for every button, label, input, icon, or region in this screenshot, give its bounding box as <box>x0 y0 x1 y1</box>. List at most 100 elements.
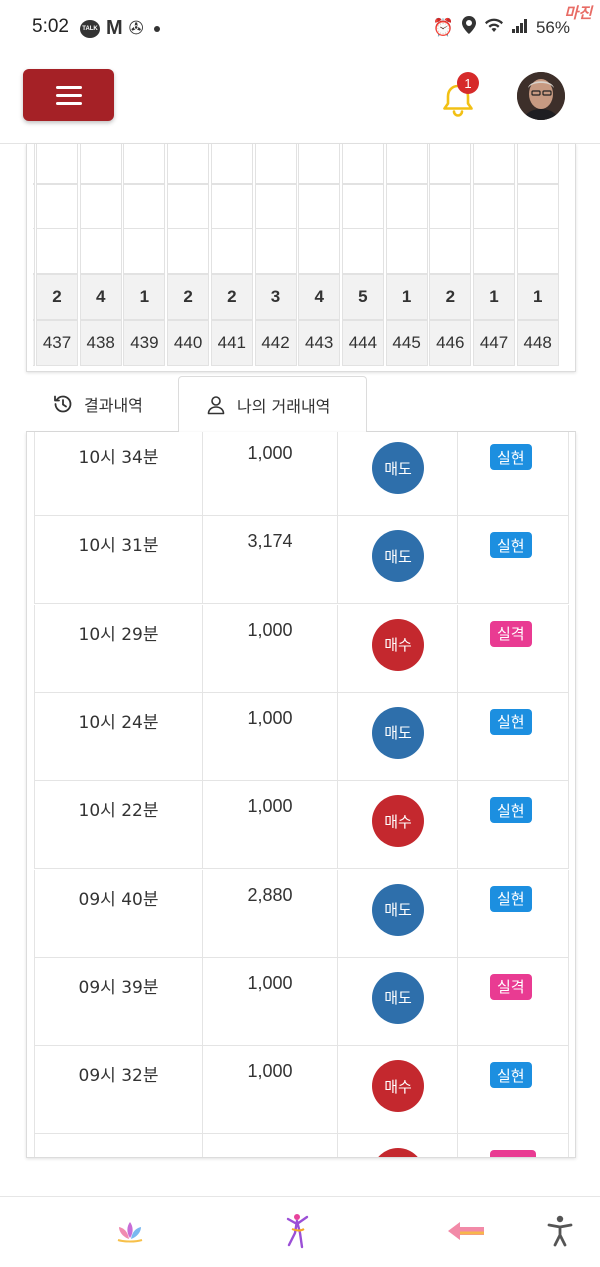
more-notifications-dot <box>153 25 160 32</box>
tab-my-trades-label: 나의 거래내역 <box>237 396 331 416</box>
round-count <box>33 274 35 320</box>
fan-app-icon: ✇ <box>128 18 144 39</box>
round-column: 6 <box>33 144 35 366</box>
round-empty-cell <box>36 184 78 230</box>
round-empty-cell <box>385 228 428 274</box>
round-count: 4 <box>79 274 122 320</box>
round-number: 444 <box>341 320 384 366</box>
trade-side-cell: 매수 <box>338 604 458 693</box>
trade-time: 10시 22분 <box>78 801 159 822</box>
trade-amount-cell: 1,000 <box>203 604 338 693</box>
round-count: 3 <box>254 274 297 320</box>
table-row[interactable]: 10시 29분 1,000 매수 실격 <box>34 604 569 693</box>
round-empty-cell <box>254 184 297 230</box>
round-empty-cell <box>79 184 122 230</box>
table-row[interactable]: 10시 34분 1,000 매도 실현 <box>34 432 569 516</box>
trade-side-cell: 매도 <box>338 432 458 516</box>
round-column: 5 444 <box>341 144 384 366</box>
trade-result-cell: 실현 <box>458 692 569 781</box>
round-count: 2 <box>429 274 472 320</box>
trade-result-cell: 실현 <box>458 1046 569 1135</box>
table-row[interactable]: 09시 32분 1,000 매수 실현 <box>34 1046 569 1135</box>
trade-amount-cell: 1,000 <box>203 692 338 781</box>
trade-amount: 1,000 <box>247 972 293 993</box>
round-empty-cell <box>385 184 428 230</box>
history-icon <box>54 395 72 413</box>
round-empty-cell <box>123 228 166 274</box>
trade-result-badge: 실격 <box>490 973 532 1000</box>
table-row[interactable]: 09시 39분 1,000 매도 실격 <box>34 957 569 1046</box>
trade-time: 10시 24분 <box>78 712 159 733</box>
round-empty-cell <box>429 144 472 184</box>
tab-my-trades[interactable]: 나의 거래내역 <box>178 376 367 433</box>
round-empty-cell <box>167 144 210 184</box>
table-row[interactable]: 10시 24분 1,000 매도 실현 <box>34 692 569 781</box>
round-column: 2 446 <box>429 144 472 366</box>
table-row[interactable]: 10시 22분 1,000 매수 실현 <box>34 781 569 870</box>
trade-side-cell: 매도 <box>338 957 458 1046</box>
round-empty-cell <box>167 184 210 230</box>
round-empty-cell <box>210 228 253 274</box>
trade-time: 10시 29분 <box>78 624 159 645</box>
round-empty-cell <box>341 228 384 274</box>
avatar[interactable] <box>517 72 565 120</box>
hamburger-menu-icon-bar <box>55 101 82 105</box>
lotus-app-icon[interactable] <box>110 1211 150 1251</box>
trade-time-cell <box>34 1134 203 1157</box>
trade-side-badge: 매도 <box>372 530 424 583</box>
round-number: 441 <box>210 320 253 366</box>
round-empty-cell <box>123 144 166 184</box>
trade-amount-cell: 2,880 <box>203 869 338 958</box>
table-row[interactable]: 10시 31분 3,174 매도 실현 <box>34 516 569 605</box>
trade-result-badge: 실현 <box>490 532 532 559</box>
my-trades-table: 10시 34분 1,000 매도 실현 10시 31분 3,174 매도 실현 10시 29분 1… <box>26 432 576 1158</box>
scoreboard-grid: 6243744381439244024413442444354441445244… <box>33 144 571 366</box>
round-empty-cell <box>298 184 341 230</box>
trade-time: 10시 31분 <box>78 536 159 557</box>
round-empty-cell <box>516 228 559 274</box>
round-count: 2 <box>36 274 78 320</box>
wifi-icon <box>484 17 504 38</box>
back-arrow-icon[interactable] <box>446 1211 486 1251</box>
table-row[interactable] <box>34 1134 569 1157</box>
round-number: 437 <box>36 320 78 366</box>
alarm-icon: ⏰ <box>432 17 454 37</box>
trade-result-badge: 실현 <box>490 1062 532 1089</box>
dancer-icon[interactable] <box>277 1211 317 1251</box>
hamburger-menu-icon-bar <box>55 93 82 97</box>
tab-results-history[interactable]: 결과내역 <box>26 376 178 432</box>
trade-result-cell: 실격 <box>458 957 569 1046</box>
trade-result-cell: 실격 <box>458 604 569 693</box>
trade-time-cell: 10시 34분 <box>34 432 203 516</box>
trade-time-cell: 09시 40분 <box>34 869 203 958</box>
location-icon <box>461 16 476 39</box>
round-number: 445 <box>385 320 428 366</box>
trade-time: 09시 39분 <box>78 977 159 998</box>
trade-side-badge: 매수 <box>372 1060 424 1113</box>
round-empty-cell <box>298 144 341 184</box>
accessibility-icon[interactable] <box>540 1211 580 1251</box>
table-row[interactable]: 09시 40분 2,880 매도 실현 <box>34 869 569 958</box>
trade-amount-cell: 3,174 <box>203 516 338 605</box>
round-number: 447 <box>473 320 515 366</box>
round-empty-cell <box>473 184 515 230</box>
round-empty-cell <box>385 144 428 184</box>
trade-amount-cell <box>203 1134 338 1157</box>
user-icon <box>207 395 225 414</box>
round-number: 438 <box>79 320 122 366</box>
menu-button[interactable] <box>23 69 114 121</box>
trade-amount: 1,000 <box>247 796 293 817</box>
trade-time-cell: 10시 24분 <box>34 692 203 781</box>
round-empty-cell <box>341 144 384 184</box>
round-count: 1 <box>123 274 166 320</box>
trade-result-badge: 실격 <box>490 620 532 647</box>
round-column: 4 443 <box>298 144 341 366</box>
kakaotalk-icon: TALK <box>80 19 100 38</box>
round-number: 440 <box>167 320 210 366</box>
trade-time: 09시 32분 <box>78 1066 159 1087</box>
status-system-icons: ⏰ 56% <box>433 16 570 39</box>
trade-side-cell: 매도 <box>338 516 458 605</box>
round-empty-cell <box>298 228 341 274</box>
round-empty-cell <box>33 144 35 184</box>
battery-percent: 56% <box>535 17 570 37</box>
